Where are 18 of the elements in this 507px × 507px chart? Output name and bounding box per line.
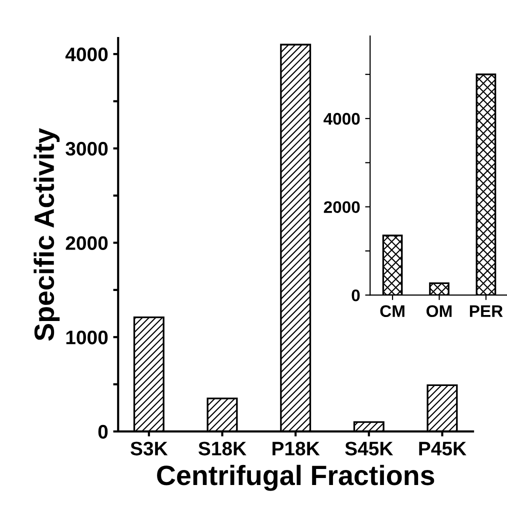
x-tick-label: P18K: [272, 442, 320, 456]
x-tick-label: CM: [380, 305, 404, 318]
x-tick-label: S45K: [345, 442, 394, 456]
y-tick-label: 4000: [65, 48, 108, 62]
y-tick-label: 0: [98, 424, 108, 439]
y-tick-label: 2000: [324, 201, 360, 214]
y-tick-label: 3000: [66, 142, 108, 156]
x-tick-label: P45K: [419, 442, 466, 456]
y-axis-title: Specific Activity: [34, 128, 60, 341]
y-tick-label: 2000: [66, 236, 108, 250]
x-tick-label: S18K: [198, 442, 246, 456]
x-tick-label: S3K: [130, 442, 168, 456]
y-tick-label: 0: [352, 289, 360, 302]
x-axis-title: Centrifugal Fractions: [157, 464, 434, 491]
y-tick-label: 1000: [66, 330, 108, 344]
x-tick-label: OM: [426, 305, 452, 318]
x-tick-label: PER: [470, 305, 503, 317]
y-tick-label: 4000: [324, 112, 360, 125]
